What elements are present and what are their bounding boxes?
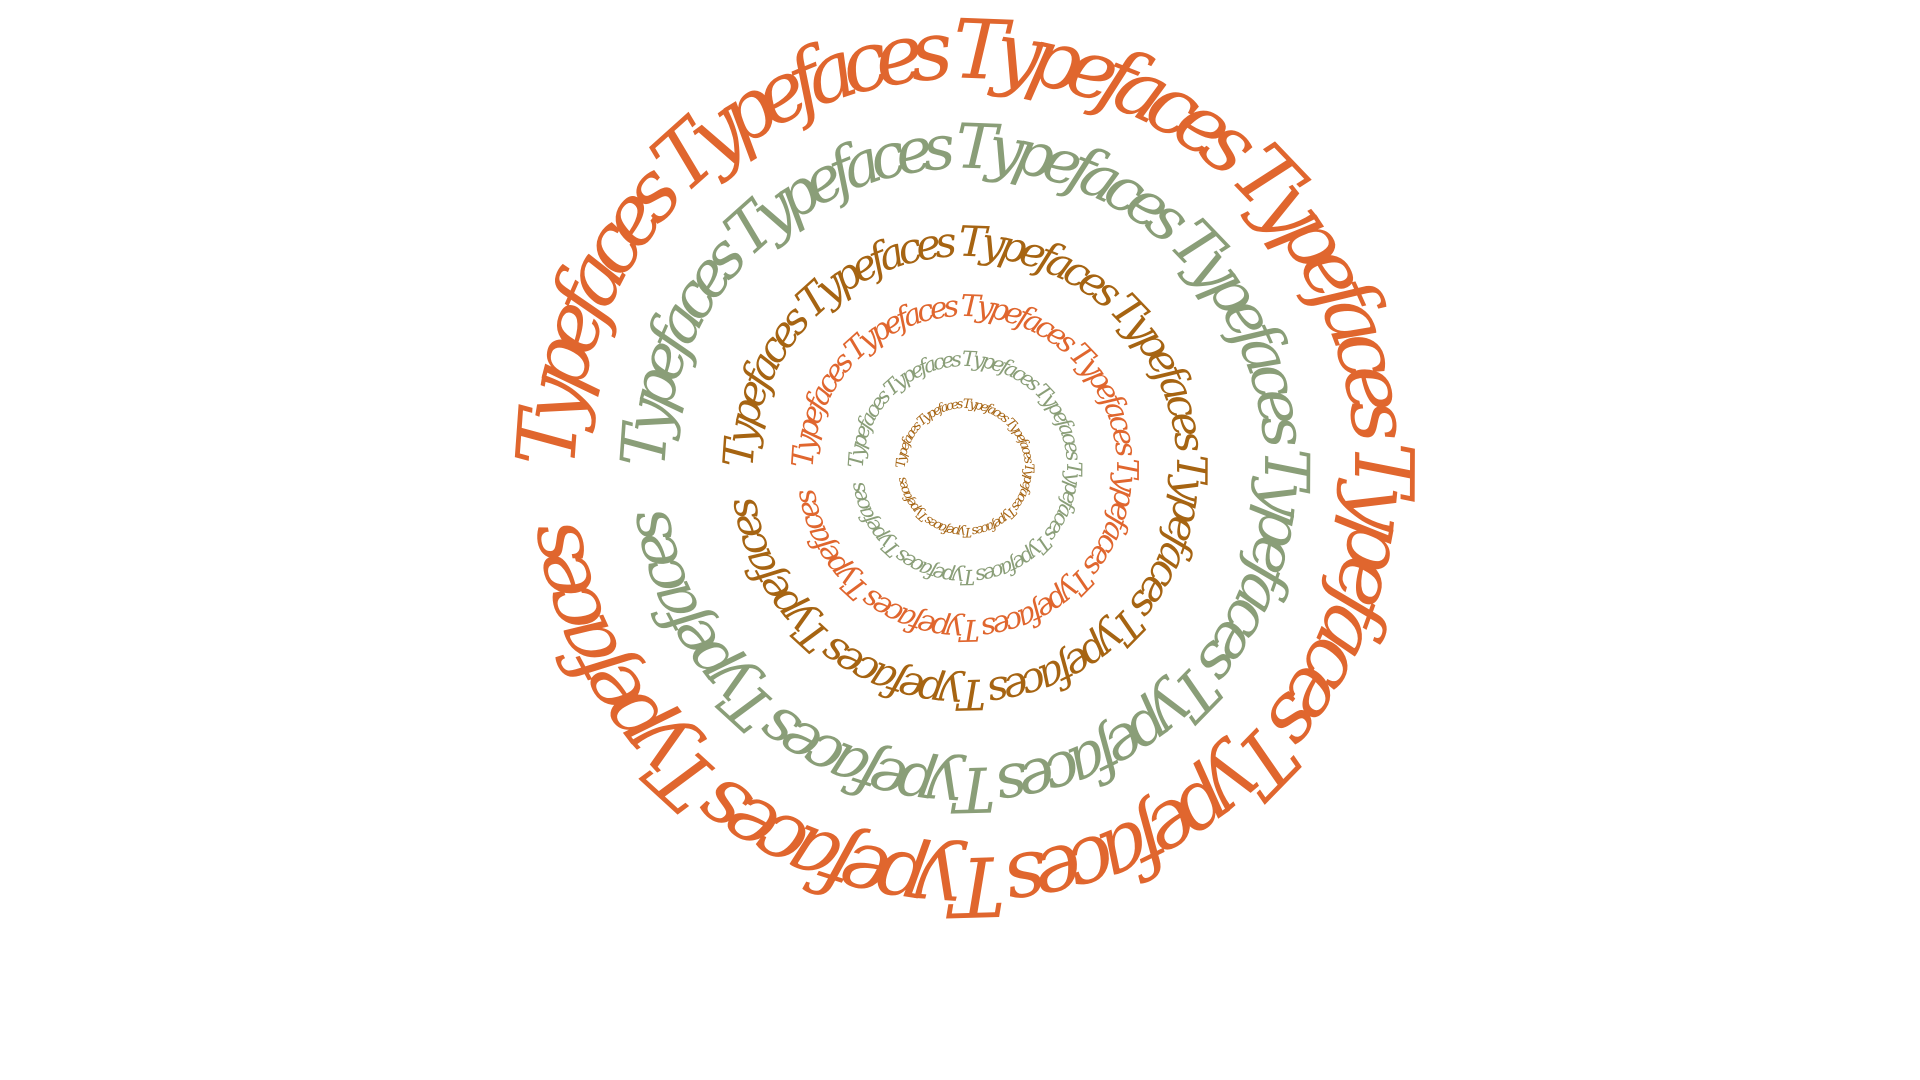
- typefaces-spiral-artwork: Typefaces Typefaces Typefaces Typefaces …: [0, 0, 1920, 1080]
- background: [0, 0, 1920, 1080]
